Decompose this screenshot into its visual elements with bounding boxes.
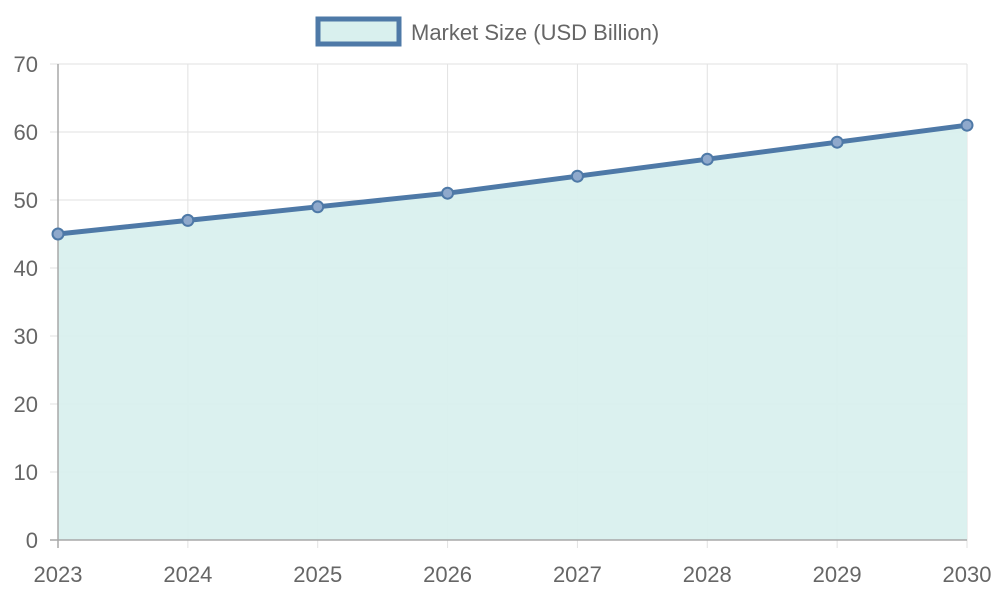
data-point [570,169,584,183]
y-tick-label: 50 [14,188,38,213]
x-tick-label: 2027 [553,562,602,587]
area-layer [58,125,967,540]
data-point [181,213,195,227]
axes [50,64,967,548]
data-point [311,200,325,214]
x-tick-label: 2030 [943,562,992,587]
points-layer [51,118,974,241]
y-tick-label: 20 [14,392,38,417]
legend[interactable]: Market Size (USD Billion) [315,16,659,47]
data-point [700,152,714,166]
data-point [960,118,974,132]
y-tick-label: 30 [14,324,38,349]
y-tick-label: 70 [14,52,38,77]
x-tick-label: 2028 [683,562,732,587]
y-tick-label: 0 [26,528,38,553]
y-tick-label: 10 [14,460,38,485]
y-tick-label: 60 [14,120,38,145]
x-tick-label: 2029 [813,562,862,587]
data-point [441,186,455,200]
legend-label: Market Size (USD Billion) [411,20,659,45]
x-tick-label: 2025 [293,562,342,587]
legend-swatch [315,16,402,47]
x-tick-label: 2023 [34,562,83,587]
x-tick-label: 2026 [423,562,472,587]
data-point [51,227,65,241]
x-tick-label: 2024 [163,562,212,587]
data-point [830,135,844,149]
series-line-layer [55,122,970,237]
series-line [55,122,970,237]
y-tick-label: 40 [14,256,38,281]
series-area [58,125,967,540]
